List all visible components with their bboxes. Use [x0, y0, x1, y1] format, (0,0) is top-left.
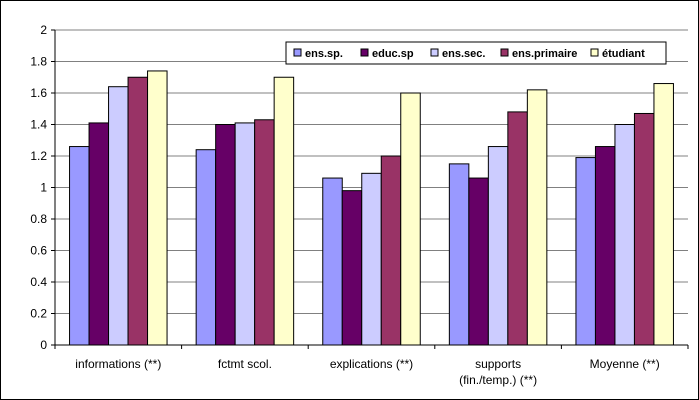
bar [633, 112, 655, 346]
legend-label: étudiant [602, 48, 645, 60]
legend-swatch [590, 48, 599, 57]
y-tick-label: 1.8 [30, 55, 47, 69]
y-tick-label: 0.2 [30, 307, 47, 321]
bar [108, 86, 129, 346]
bar [653, 83, 674, 346]
bar [448, 163, 470, 346]
bar [195, 149, 217, 346]
bar [361, 172, 382, 346]
bar [400, 92, 421, 346]
bar [487, 146, 509, 346]
bar [147, 70, 168, 346]
x-tick-label: Moyenne (**) [590, 357, 660, 371]
x-axis-labels: informations (**) fctmt scol. explications… [75, 357, 659, 387]
y-tick-label: 0.6 [30, 244, 47, 258]
bar [234, 122, 256, 346]
bar [380, 155, 402, 346]
legend-label: ens.sp. [305, 48, 343, 60]
legend-label: educ.sp [372, 48, 414, 60]
y-axis: 0 0.2 0.4 0.6 0.8 1 1.2 1.4 1.6 1.8 2 [30, 23, 689, 352]
bar [507, 111, 528, 346]
y-tick-label: 1.4 [30, 118, 47, 132]
x-tick-label: informations (**) [75, 357, 161, 371]
y-tick-label: 0 [40, 338, 47, 352]
legend-label: ens.sec. [442, 48, 485, 60]
x-tick-label: supports [475, 357, 521, 371]
bar [526, 89, 548, 346]
x-tick-label: explications (**) [330, 357, 413, 371]
legend-swatch [360, 48, 369, 57]
x-tick-label: fctmt scol. [218, 357, 272, 371]
bar [215, 124, 236, 346]
bar [322, 177, 343, 346]
bar [575, 157, 596, 346]
y-tick-label: 1.6 [30, 86, 47, 100]
bar [468, 177, 489, 346]
bar [273, 76, 295, 346]
legend-swatch [500, 48, 509, 57]
bar [69, 146, 90, 346]
legend: ens.sp. educ.sp ens.sec. ens.primaire étudia… [285, 41, 667, 65]
legend-swatch [430, 48, 439, 57]
bar [127, 76, 149, 346]
x-tick-label: (fin./temp.) (**) [459, 373, 537, 387]
y-tick-label: 0.4 [30, 275, 47, 289]
legend-label: ens.primaire [512, 48, 577, 60]
y-tick-label: 1.2 [30, 149, 47, 163]
legend-box [285, 41, 667, 65]
bar [254, 119, 275, 346]
y-tick-label: 0.8 [30, 212, 47, 226]
bar [88, 122, 110, 346]
legend-swatch [293, 48, 302, 57]
bars [69, 70, 674, 346]
bar [614, 124, 635, 346]
y-tick-label: 2 [40, 23, 47, 37]
bar [341, 190, 363, 346]
y-tick-label: 1 [40, 181, 47, 195]
bar [594, 146, 616, 346]
